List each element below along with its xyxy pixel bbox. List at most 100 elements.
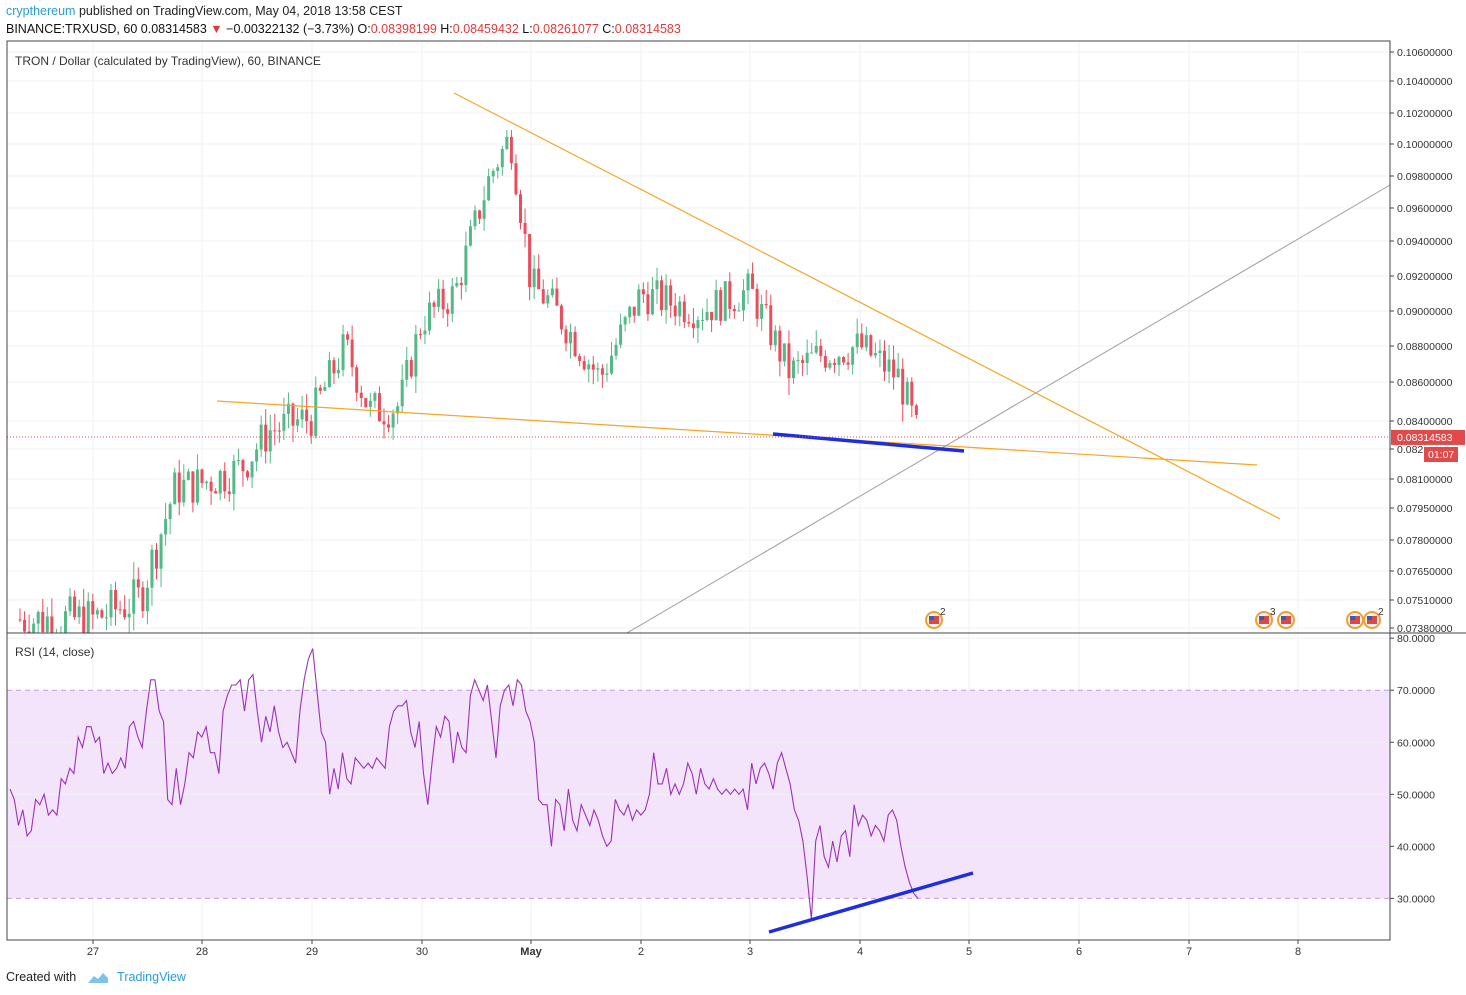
x-tick-label: 29	[306, 946, 318, 958]
candle-body	[359, 392, 363, 399]
candle-body	[491, 170, 495, 177]
candle-body	[400, 379, 404, 407]
published-text: published on TradingView.com, May 04, 20…	[78, 4, 403, 18]
candle-body	[82, 606, 86, 633]
candle-body	[660, 280, 664, 311]
candle-body	[555, 288, 559, 306]
candle-body	[650, 289, 654, 315]
candle-body	[632, 306, 636, 316]
candle-body	[796, 360, 800, 362]
rsi-pane-title: RSI (14, close)	[15, 645, 94, 659]
candle-body	[578, 356, 582, 362]
candle-body	[669, 285, 673, 306]
candle-body	[341, 334, 345, 371]
candle-body	[596, 368, 600, 370]
candle-body	[537, 268, 541, 290]
last-price-badge	[1391, 429, 1465, 445]
candle-body	[655, 280, 659, 290]
candle-body	[719, 290, 723, 321]
y-tick-label: 0.07510000	[1397, 595, 1453, 607]
candle-body	[623, 317, 627, 325]
candle-body	[86, 601, 90, 633]
candle-body	[286, 403, 290, 414]
low-label: L:	[522, 22, 533, 36]
candle-body	[250, 461, 254, 478]
candle-body	[664, 285, 668, 311]
candle-body	[519, 194, 522, 223]
candle-body	[860, 333, 864, 348]
candle-body	[641, 289, 645, 295]
x-tick-label: 30	[416, 946, 428, 958]
candle-body	[914, 405, 918, 416]
x-tick-label: 28	[196, 946, 208, 958]
candle-body	[846, 362, 850, 365]
rsi-tick-label: 50.0000	[1397, 789, 1435, 801]
candle-body	[637, 289, 641, 316]
candle-body	[769, 305, 773, 346]
y-tick-label: 0.09600000	[1397, 203, 1453, 215]
rsi-support-line	[768, 871, 974, 934]
author-link[interactable]: crypthereum	[6, 4, 76, 18]
open-value: 0.08398199	[370, 22, 437, 36]
candle-body	[505, 136, 509, 149]
candle-body	[277, 430, 281, 432]
x-tick-label: 3	[747, 946, 753, 958]
open-label: O:	[357, 22, 371, 36]
lower-trendline	[216, 400, 1258, 466]
countdown-badge	[1424, 447, 1458, 462]
candle-body	[751, 273, 755, 289]
candle-body	[18, 619, 22, 621]
candle-body	[305, 409, 309, 422]
candle-body	[182, 479, 186, 503]
tradingview-logo-icon	[87, 972, 108, 983]
candle-body	[532, 268, 536, 288]
candle-body	[682, 301, 686, 323]
y-tick-label: 0.09000000	[1397, 306, 1453, 318]
candle-body	[396, 406, 400, 414]
candle-body	[705, 312, 709, 320]
candle-body	[455, 282, 459, 287]
candle-body	[100, 610, 104, 618]
candle-body	[27, 631, 31, 633]
candle-body	[382, 421, 386, 425]
candle-body	[409, 359, 413, 377]
tradingview-link[interactable]: TradingView	[117, 970, 186, 984]
x-tick-label: 27	[87, 946, 99, 958]
candle-body	[587, 364, 591, 370]
footer: Created with TradingView	[6, 970, 186, 985]
candle-body	[755, 288, 759, 319]
x-tick-label: 4	[857, 946, 863, 958]
down-arrow-icon: ▼	[210, 22, 223, 36]
x-tick-label: May	[520, 946, 542, 958]
candle-body	[387, 424, 391, 428]
rising-trendline	[626, 184, 1391, 634]
candle-body	[546, 295, 550, 304]
candle-body	[91, 601, 95, 615]
y-tick-label: 0.08100000	[1397, 474, 1453, 486]
candle-body	[268, 430, 272, 452]
rsi-line	[9, 648, 919, 920]
candle-body	[764, 304, 768, 306]
candle-body	[446, 309, 450, 314]
candle-body	[760, 304, 764, 319]
candle-body	[851, 347, 855, 365]
candle-body	[896, 368, 900, 378]
candle-body	[746, 273, 750, 291]
candle-body	[523, 222, 527, 234]
candle-body	[737, 310, 741, 312]
candle-body	[628, 306, 632, 318]
candle-body	[819, 345, 823, 357]
candle-body	[186, 471, 190, 480]
candle-body	[423, 330, 427, 335]
candle-body	[355, 367, 359, 393]
candle-body	[159, 534, 163, 569]
candle-body	[792, 360, 795, 379]
y-tick-label: 0.09800000	[1397, 171, 1453, 183]
candle-body	[910, 381, 914, 406]
candle-body	[214, 491, 218, 494]
flag-canton-icon	[1350, 616, 1355, 620]
candle-body	[810, 352, 814, 354]
candle-body	[728, 281, 732, 310]
candle-body	[441, 288, 445, 310]
